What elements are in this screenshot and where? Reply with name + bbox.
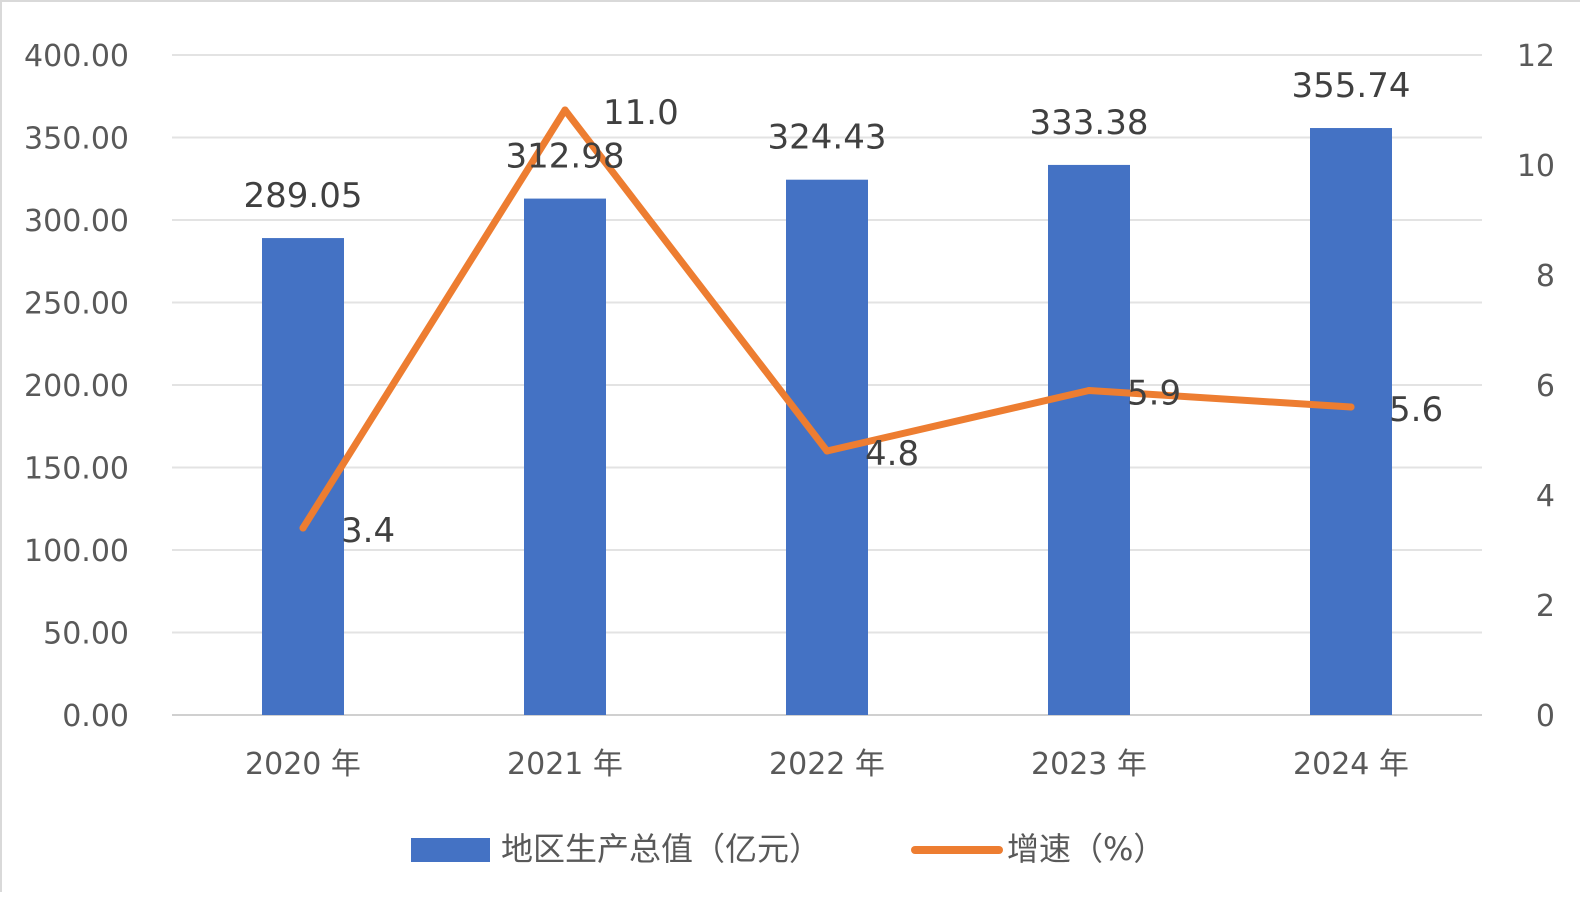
right-y-tick-label: 0 (1536, 699, 1555, 734)
line-data-label: 3.4 (341, 511, 395, 551)
x-tick-label: 2023 年 (1031, 747, 1147, 782)
bar (262, 238, 344, 715)
left-y-tick-label: 100.00 (24, 534, 129, 569)
line-point (561, 106, 569, 114)
line-point (299, 524, 307, 532)
right-y-tick-label: 8 (1536, 259, 1555, 294)
right-y-tick-label: 2 (1536, 589, 1555, 624)
legend-label-bar: 地区生产总值（亿元） (501, 830, 821, 868)
left-y-tick-label: 50.00 (43, 617, 129, 652)
bar-data-label: 324.43 (768, 118, 887, 158)
line-point (823, 447, 831, 455)
right-y-tick-label: 10 (1517, 149, 1555, 184)
line-point (1347, 403, 1355, 411)
x-tick-label: 2021 年 (507, 747, 623, 782)
left-y-axis: 0.00 50.00 100.00 150.00 200.00 250.00 300.00 3… (24, 39, 129, 734)
right-y-tick-label: 12 (1517, 39, 1555, 74)
right-y-tick-label: 4 (1536, 479, 1555, 514)
legend-swatch-bar (411, 838, 490, 862)
x-tick-label: 2020 年 (245, 747, 361, 782)
x-axis: 2020 年 2021 年 2022 年 2023 年 2024 年 (245, 747, 1409, 782)
bar (1048, 164, 1130, 716)
bar-data-label: 312.98 (506, 137, 625, 177)
left-y-tick-label: 150.00 (24, 452, 129, 487)
bar-series (262, 128, 1392, 716)
legend-label-line: 增速（%） (1007, 830, 1165, 868)
right-y-axis: 0 2 4 6 8 10 12 (1517, 39, 1555, 734)
line-data-label: 4.8 (865, 434, 919, 474)
left-y-tick-label: 300.00 (24, 204, 129, 239)
legend: 地区生产总值（亿元） 增速（%） (411, 830, 1165, 868)
x-tick-label: 2022 年 (769, 747, 885, 782)
bar-data-label: 355.74 (1292, 66, 1411, 106)
right-y-tick-label: 6 (1536, 369, 1555, 404)
left-y-tick-label: 350.00 (24, 122, 129, 157)
left-y-tick-label: 200.00 (24, 369, 129, 404)
left-y-tick-label: 0.00 (62, 699, 129, 734)
line-point (1085, 387, 1093, 394)
line-data-label: 5.6 (1389, 390, 1443, 430)
line-data-label: 11.0 (603, 93, 679, 133)
line-data-label: 5.9 (1127, 374, 1181, 414)
bar (1310, 128, 1392, 715)
left-y-tick-label: 400.00 (24, 39, 129, 74)
bar-data-label: 333.38 (1030, 103, 1149, 143)
bar-data-label: 289.05 (244, 176, 363, 216)
line-series (299, 106, 1355, 532)
bar-data-labels: 289.05 312.98 324.43 333.38 355.74 (244, 66, 1411, 216)
bar (524, 198, 606, 715)
line-data-labels: 3.4 11.0 4.8 5.9 5.6 (341, 93, 1443, 551)
x-tick-label: 2024 年 (1293, 747, 1409, 782)
left-y-tick-label: 250.00 (24, 287, 129, 322)
